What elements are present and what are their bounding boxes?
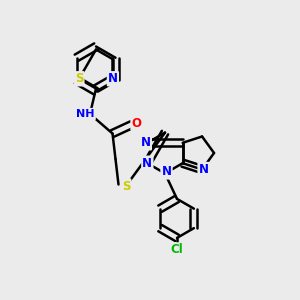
Text: O: O <box>131 116 142 130</box>
Text: S: S <box>122 179 130 193</box>
Text: N: N <box>108 72 118 85</box>
Text: S: S <box>75 72 83 85</box>
Text: N: N <box>141 136 151 149</box>
Text: N: N <box>142 157 152 170</box>
Text: N: N <box>161 165 172 178</box>
Text: NH: NH <box>76 109 95 119</box>
Text: N: N <box>199 163 208 176</box>
Text: Cl: Cl <box>171 243 183 256</box>
